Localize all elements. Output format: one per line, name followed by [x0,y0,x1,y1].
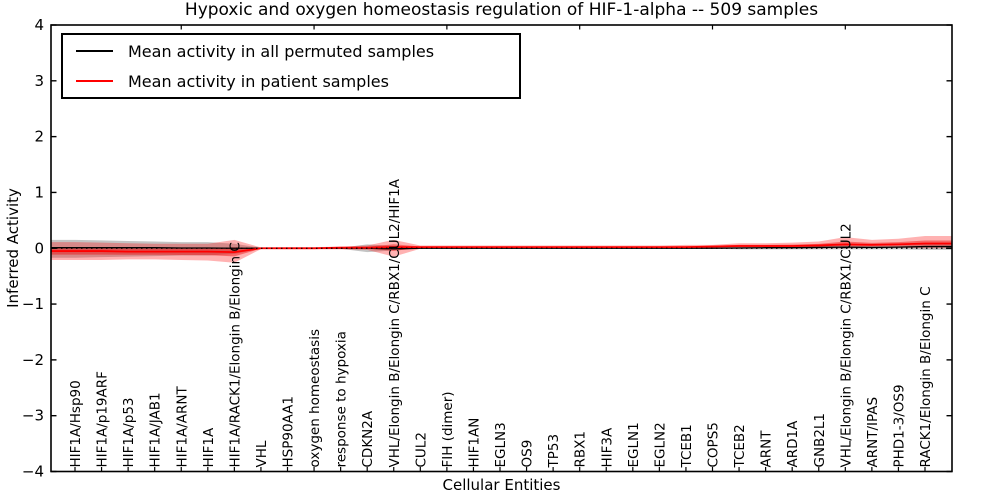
x-tick-label: GNB2L1 [812,413,828,468]
series-patient-line [51,242,952,254]
legend-entry-patient: Mean activity in patient samples [63,67,519,95]
x-tick-label: TP53 [546,434,562,469]
x-tick-label: EGLN1 [626,422,642,467]
x-tick-label: VHL [254,440,270,467]
legend-key-patient-line [76,80,113,82]
x-tick-label: HIF1AN [466,418,482,468]
x-tick-label: HIF1A/p53 [121,397,137,467]
series-permuted-line [51,245,952,250]
x-tick-label: EGLN3 [493,422,509,467]
y-tick-label: 2 [34,128,44,146]
y-tick-label: 1 [34,183,44,201]
legend: Mean activity in all permuted samples Me… [61,33,521,99]
x-tick-label: EGLN2 [652,422,668,467]
x-tick-label: FIH (dimer) [440,391,456,467]
x-axis-label: Cellular Entities [442,476,561,494]
y-tick-label: −3 [22,407,44,425]
legend-key-permuted-line [76,50,113,52]
y-tick-label: 0 [34,239,44,257]
x-tick-label: TCEB1 [679,424,695,468]
x-tick-label: CUL2 [413,432,429,467]
y-tick-label: 3 [34,72,44,90]
x-tick-label: response to hypoxia [334,331,350,467]
x-tick-label: OS9 [520,440,536,468]
x-tick-label: ARNT [759,430,775,468]
x-tick-label: HIF1A/RACK1/Elongin B/Elongin C [227,242,243,467]
x-tick-label: TCEB2 [732,424,748,468]
y-tick-label: 4 [34,16,44,34]
legend-label-permuted: Mean activity in all permuted samples [128,41,435,61]
y-axis-label: Inferred Activity [4,188,22,308]
chart-title: Hypoxic and oxygen homeostasis regulatio… [184,0,819,20]
x-tick-label: HSP90AA1 [281,396,297,467]
x-tick-label: VHL/Elongin B/Elongin C/RBX1/CUL2/HIF1A [387,178,403,467]
x-tick-label: HIF1A [201,427,217,467]
x-tick-label: COPS5 [706,422,722,467]
y-tick-label: −2 [22,351,44,369]
x-tick-label: HIF1A/JAB1 [148,392,164,467]
x-tick-label: oxygen homeostasis [307,329,323,468]
legend-entry-permuted: Mean activity in all permuted samples [63,37,519,65]
x-tick-label: CDKN2A [360,410,376,467]
x-tick-label: VHL/Elongin B/Elongin C/RBX1/CUL2 [838,223,854,467]
x-tick-label: HIF1A/Hsp90 [68,380,84,467]
x-tick-label: HIF3A [599,427,615,467]
x-tick-label: ARD1A [785,420,801,468]
y-tick-label: −4 [22,463,44,481]
y-tick-label: −1 [22,295,44,313]
x-tick-label: HIF1A/p19ARF [95,371,111,467]
x-tick-label: ARNT/IPAS [865,397,881,468]
x-tick-label: PHD1-3/OS9 [891,384,907,467]
x-tick-label: RACK1/Elongin B/Elongin C [918,286,934,467]
x-tick-label: RBX1 [573,431,589,467]
legend-label-patient: Mean activity in patient samples [128,71,389,91]
patient-band-outer [51,235,952,263]
x-tick-label: HIF1A/ARNT [174,386,190,468]
